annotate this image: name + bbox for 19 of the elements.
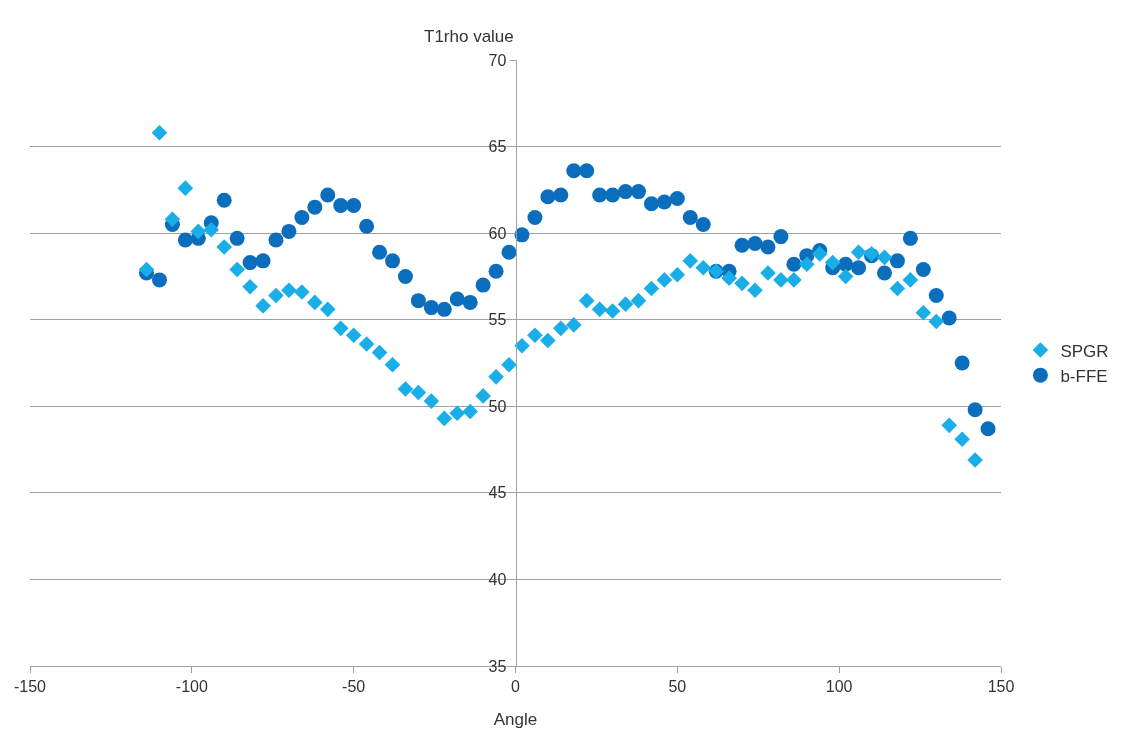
y-tick-label: 65 bbox=[488, 138, 507, 156]
y-tick-label: 40 bbox=[488, 571, 507, 589]
x-tick-label: 50 bbox=[668, 678, 687, 696]
x-tick-label: 150 bbox=[987, 678, 1015, 696]
x-axis-title: Angle bbox=[493, 709, 538, 729]
x-tick-label: 0 bbox=[511, 678, 521, 696]
legend-label: b-FFE bbox=[1060, 366, 1108, 386]
y-tick-label: 35 bbox=[488, 657, 507, 675]
legend-label: SPGR bbox=[1060, 341, 1109, 361]
y-tick-label: 45 bbox=[488, 484, 507, 502]
x-tick-label: -150 bbox=[13, 678, 47, 696]
x-tick-label: -100 bbox=[175, 678, 208, 696]
y-tick-label: 60 bbox=[488, 224, 507, 242]
x-tick-label: 100 bbox=[825, 678, 853, 696]
y-tick-label: 55 bbox=[488, 311, 507, 329]
y-tick-label: 50 bbox=[488, 397, 507, 415]
y-tick-label: 70 bbox=[488, 51, 507, 69]
y-axis-title: T1rho value bbox=[424, 27, 514, 46]
x-tick-label: -50 bbox=[342, 678, 366, 696]
